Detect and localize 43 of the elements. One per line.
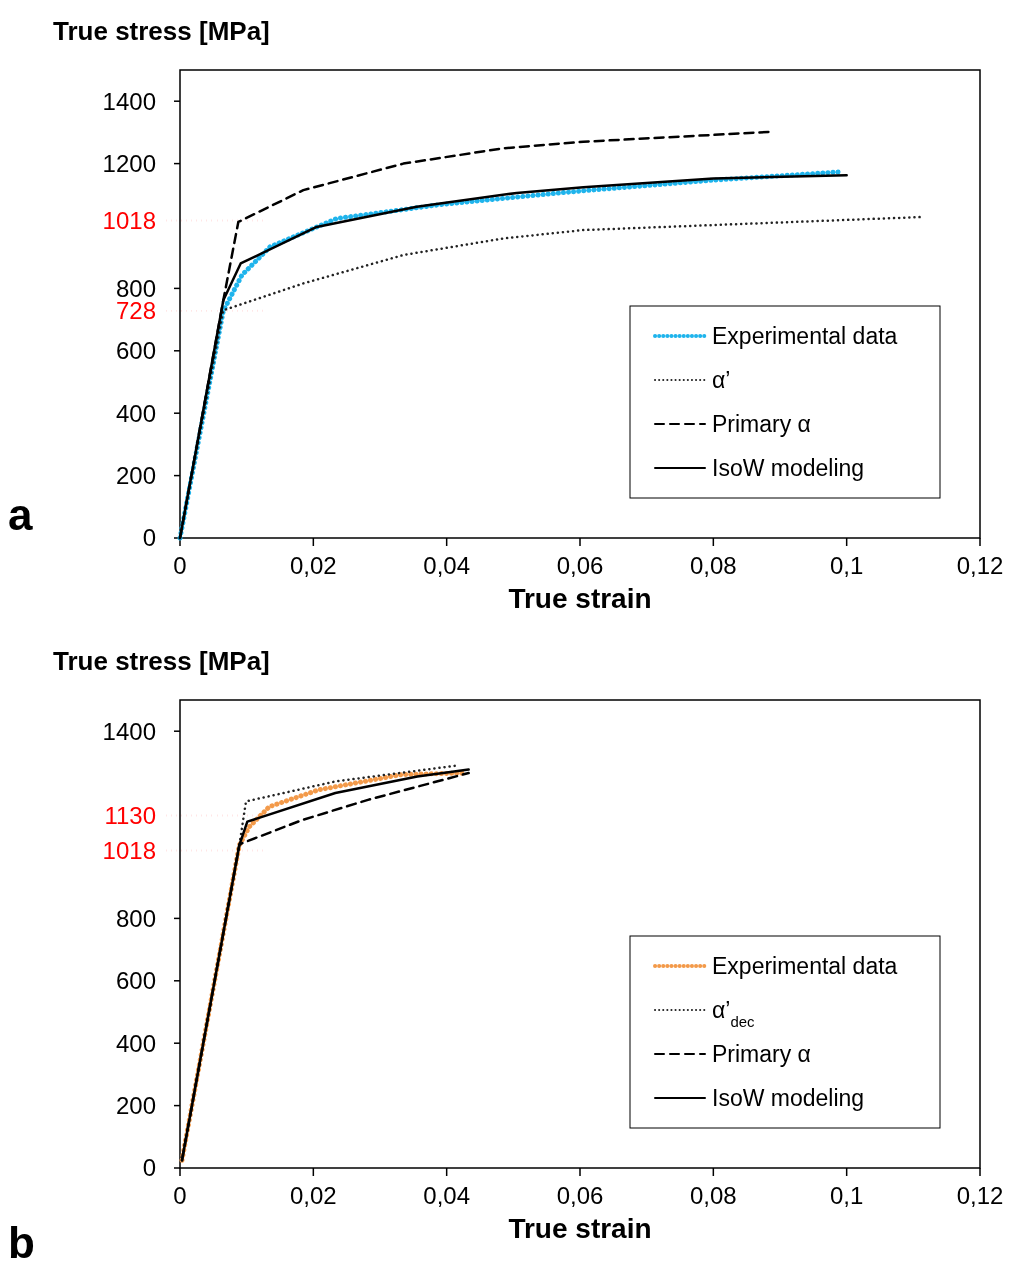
x-axis-title: True strain [508,1213,652,1244]
x-tick-label: 0 [173,1182,187,1209]
y-tick-label: 1200 [102,150,156,177]
x-tick-label: 0,06 [556,1182,604,1209]
y-tick-label: 1400 [102,717,156,745]
ref-line-label: 1130 [104,801,156,829]
legend-label: Primary α [712,411,811,438]
legend-label: IsoW modeling [712,1085,865,1112]
ref-line-label: 1018 [102,836,156,864]
legend-label: IsoW modeling [712,455,865,482]
legend-label: Primary α [712,1041,811,1068]
x-tick-label: 0,02 [289,1182,337,1209]
y-tick-label: 600 [115,337,156,365]
legend-label: α’$_{dec}$ [712,997,756,1030]
y-axis-title: True stress [MPa] [53,646,270,676]
x-tick-label: 0 [173,552,187,579]
x-tick-label: 0,1 [829,552,864,579]
x-tick-label: 0,08 [689,552,737,579]
y-tick-label: 1400 [102,87,156,115]
text: a [8,490,33,539]
x-tick-label: 0,04 [423,552,471,579]
legend-label: Experimental data [712,953,898,980]
y-tick-label: 200 [115,1092,156,1119]
legend-label: Experimental data [712,323,898,350]
x-tick-label: 0,12 [956,1182,1004,1209]
y-tick-label: 0 [142,1154,156,1182]
legend-label: α’ [712,367,731,394]
x-axis-title: True strain [508,583,652,614]
x-tick-label: 0,06 [556,552,604,579]
y-tick-label: 400 [115,1029,156,1057]
y-tick-label: 600 [115,967,156,995]
x-tick-label: 0,1 [829,1182,864,1209]
x-tick-label: 0,08 [689,1182,737,1209]
y-axis-title: True stress [MPa] [53,16,270,46]
x-tick-label: 0,02 [289,552,337,579]
text: b [8,1218,35,1267]
y-tick-label: 800 [115,904,156,932]
x-tick-label: 0,04 [423,1182,471,1209]
x-tick-label: 0,12 [956,552,1004,579]
y-tick-label: 400 [115,399,156,427]
y-tick-label: 200 [115,462,156,489]
ref-line-label: 1018 [102,206,156,234]
y-tick-label: 0 [142,524,156,552]
